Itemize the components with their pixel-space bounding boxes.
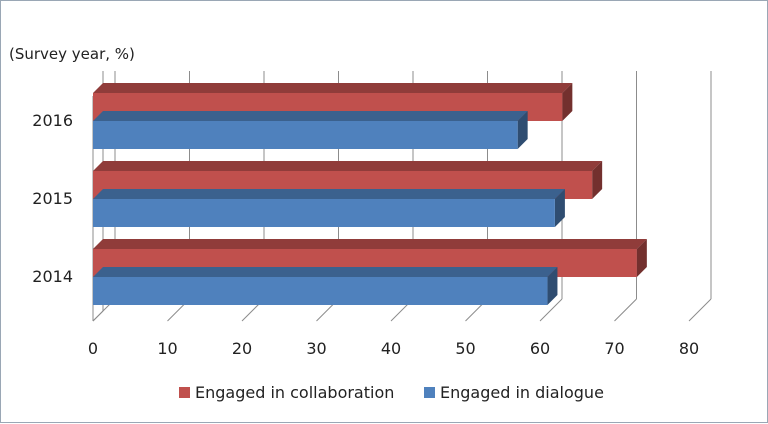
- legend-label: Engaged in dialogue: [440, 383, 604, 402]
- gridline-floor: [614, 298, 637, 322]
- y-tick-label: 2016: [32, 111, 73, 130]
- bar-engaged-in-dialogue-2016: [93, 111, 528, 149]
- gridline-floor: [688, 298, 712, 322]
- x-tick-label: 70: [604, 339, 624, 358]
- x-tick-label: 40: [381, 339, 401, 358]
- bars: [93, 83, 647, 305]
- x-tick-label: 60: [530, 339, 550, 358]
- legend-label: Engaged in collaboration: [195, 383, 394, 402]
- gridline-floor: [539, 298, 563, 322]
- x-tick-label: 80: [679, 339, 699, 358]
- x-tick-label: 20: [232, 339, 252, 358]
- legend-swatch: [424, 387, 435, 398]
- legend-swatch: [179, 387, 190, 398]
- bar-engaged-in-dialogue-2014: [93, 267, 558, 305]
- x-tick-label: 30: [306, 339, 326, 358]
- y-tick-label: 2015: [32, 189, 73, 208]
- y-axis-unit-label: (Survey year, %): [9, 45, 135, 63]
- legend: Engaged in collaboration Engaged in dialo…: [179, 383, 604, 402]
- tick-labels: 0 10 20 30 40 50 60 70 80 2016 2015 2014: [32, 111, 699, 358]
- y-tick-label: 2014: [32, 267, 73, 286]
- x-tick-label: 0: [88, 339, 98, 358]
- bar-engaged-in-dialogue-2015: [93, 189, 565, 227]
- x-tick-label: 10: [157, 339, 177, 358]
- x-tick-label: 50: [455, 339, 475, 358]
